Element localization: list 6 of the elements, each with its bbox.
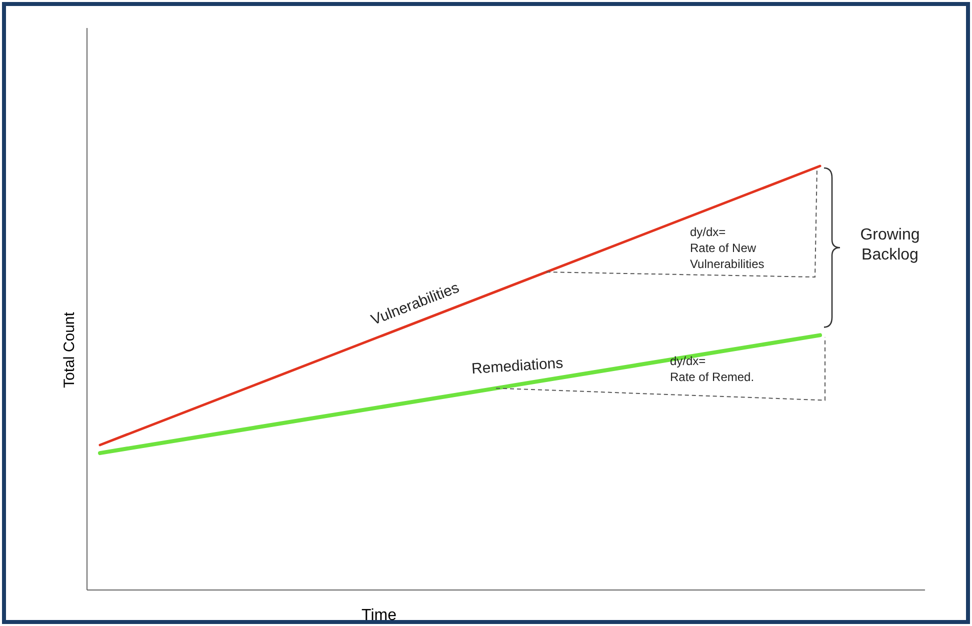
- x-axis-title: Time: [362, 607, 397, 624]
- annotation: Growing Backlog: [860, 226, 920, 264]
- annotation: dy/dx= Rate of New Vulnerabilities: [690, 225, 764, 271]
- series-label: Remediations: [470, 354, 564, 378]
- annotation: dy/dx= Rate of Remed.: [670, 354, 754, 384]
- y-axis-title: Total Count: [61, 311, 78, 388]
